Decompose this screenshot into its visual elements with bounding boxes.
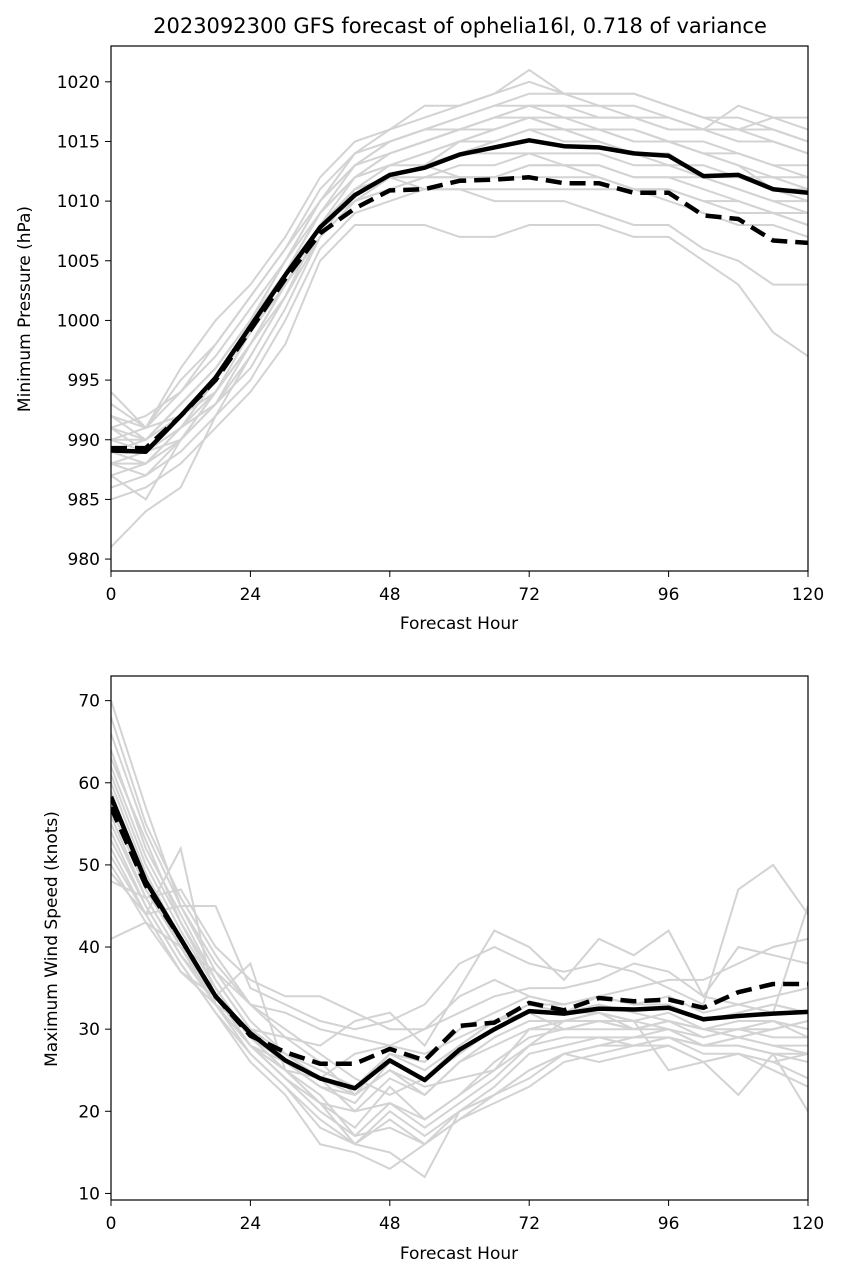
wind-y-tick-label: 50 bbox=[78, 856, 100, 876]
wind-plot-area: 0 24 48 72 96 120 10 20 30 40 50 60 70 bbox=[78, 675, 824, 1234]
wind-x-axis-label: Forecast Hour bbox=[400, 1244, 518, 1264]
pressure-ensemble-member-line bbox=[111, 188, 808, 489]
wind-x-tick-label: 72 bbox=[518, 1214, 540, 1234]
wind-x-tick-label: 120 bbox=[792, 1214, 824, 1234]
pressure-x-tick-label: 120 bbox=[792, 585, 824, 605]
wind-ensemble-member-line bbox=[111, 863, 808, 1031]
pressure-panel: 2023092300 GFS forecast of ophelia16l, 0… bbox=[15, 14, 824, 634]
wind-y-tick-label: 60 bbox=[78, 774, 100, 794]
pressure-ensemble-member-line bbox=[111, 92, 808, 453]
wind-x-tick-label: 24 bbox=[240, 1214, 262, 1234]
pressure-ensemble-member-line bbox=[111, 164, 808, 465]
pressure-y-axis-label: Minimum Pressure (hPa) bbox=[15, 206, 35, 412]
pressure-ensemble-member-line bbox=[111, 80, 808, 430]
wind-x-tick-label: 96 bbox=[658, 1214, 680, 1234]
wind-x-tick-label: 48 bbox=[379, 1214, 401, 1234]
wind-axes-frame bbox=[110, 675, 809, 1201]
wind-ensemble-member-line bbox=[111, 864, 808, 1048]
pressure-y-tick-label: 990 bbox=[68, 431, 100, 451]
pressure-y-tick-label: 980 bbox=[68, 550, 100, 570]
pressure-x-tick-label: 0 bbox=[106, 585, 117, 605]
wind-panel: 0 24 48 72 96 120 10 20 30 40 50 60 70 Forecast Hour… bbox=[42, 675, 824, 1264]
wind-series-group bbox=[111, 700, 808, 1179]
wind-dashed-line bbox=[111, 806, 808, 1066]
wind-ensemble-member-line bbox=[111, 839, 808, 1179]
wind-ensemble-member-line bbox=[111, 823, 808, 1146]
pressure-y-tick-label: 995 bbox=[68, 371, 100, 391]
wind-y-axis-label: Maximum Wind Speed (knots) bbox=[42, 811, 62, 1067]
wind-solid-line bbox=[111, 795, 808, 1091]
pressure-ensemble-member-line bbox=[111, 104, 808, 465]
pressure-ensemble-member-line bbox=[111, 176, 808, 441]
wind-y-tick-label: 40 bbox=[78, 938, 100, 958]
pressure-x-tick-label: 48 bbox=[379, 585, 401, 605]
pressure-ensemble-member-line bbox=[111, 128, 808, 465]
pressure-y-tick-label: 985 bbox=[68, 490, 100, 510]
pressure-series-group bbox=[111, 68, 808, 548]
wind-ensemble-member-line bbox=[111, 921, 808, 1097]
pressure-ensemble-member-line bbox=[111, 164, 808, 453]
pressure-x-tick-label: 72 bbox=[518, 585, 540, 605]
pressure-ensemble-member-line bbox=[111, 152, 808, 453]
pressure-y-tick-label: 1005 bbox=[57, 252, 100, 272]
pressure-axes-frame bbox=[110, 45, 809, 572]
wind-ensemble-member-line bbox=[111, 831, 808, 1170]
pressure-x-tick-label: 96 bbox=[658, 585, 680, 605]
wind-ensemble-member-line bbox=[111, 880, 808, 1031]
pressure-dashed-line bbox=[111, 175, 808, 451]
wind-ensemble-member-line bbox=[111, 700, 808, 1097]
wind-y-tick-label: 70 bbox=[78, 692, 100, 712]
wind-y-tick-label: 10 bbox=[78, 1184, 100, 1204]
pressure-ensemble-member-line bbox=[111, 224, 808, 501]
chart-title: 2023092300 GFS forecast of ophelia16l, 0… bbox=[153, 14, 767, 38]
wind-y-tick-label: 30 bbox=[78, 1020, 100, 1040]
wind-x-tick-label: 0 bbox=[106, 1214, 117, 1234]
pressure-ensemble-member-line bbox=[111, 176, 808, 477]
pressure-plot-area: 0 24 48 72 96 120 980 985 990 995 1000 1005 1010 1015… bbox=[57, 45, 824, 605]
wind-y-tick-label: 20 bbox=[78, 1102, 100, 1122]
wind-ensemble-member-line bbox=[111, 798, 808, 1096]
pressure-solid-line bbox=[111, 138, 808, 454]
pressure-y-tick-label: 1010 bbox=[57, 192, 100, 212]
wind-ensemble-member-line bbox=[111, 765, 808, 1088]
pressure-x-tick-label: 24 bbox=[240, 585, 262, 605]
pressure-ensemble-member-line bbox=[111, 152, 808, 477]
pressure-y-tick-label: 1000 bbox=[57, 311, 100, 331]
pressure-x-axis-label: Forecast Hour bbox=[400, 614, 518, 634]
pressure-y-tick-label: 1020 bbox=[57, 73, 100, 93]
wind-ensemble-member-line bbox=[111, 856, 808, 1080]
pressure-y-tick-label: 1015 bbox=[57, 132, 100, 152]
